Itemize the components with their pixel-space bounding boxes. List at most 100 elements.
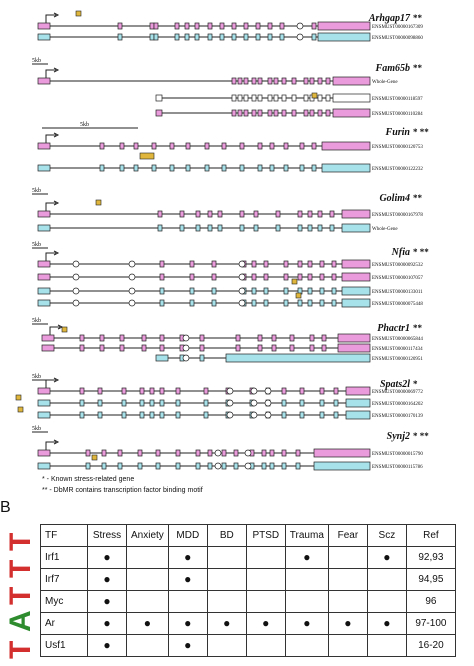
exon-block <box>153 22 159 30</box>
transcript-label: ENSMUST00000069772 <box>372 390 423 395</box>
association-cell: ● <box>284 612 329 635</box>
transcript-label: ENSMUST00000075448 <box>372 302 423 307</box>
association-cell: ● <box>87 546 127 569</box>
exon-block <box>119 142 125 150</box>
exon-block <box>157 210 163 218</box>
exon-block <box>261 449 267 457</box>
alternative-exon <box>296 33 304 41</box>
exon-block <box>319 299 325 307</box>
significance-stars: * <box>413 379 418 389</box>
terminal-exon <box>341 298 371 308</box>
tf-motif-box <box>15 394 22 401</box>
transcript-label: ENSMUST00000092532 <box>372 263 423 268</box>
exon-block <box>159 273 165 281</box>
exon-block <box>159 299 165 307</box>
exon-block <box>179 210 185 218</box>
gene-name: Furin <box>385 127 411 138</box>
exon-block <box>117 449 123 457</box>
exon-block <box>281 387 287 395</box>
exon-block <box>271 344 277 352</box>
exon-block <box>299 164 305 172</box>
exon-block <box>309 334 315 342</box>
exon-block <box>121 387 127 395</box>
exon-block <box>221 142 227 150</box>
exon-block <box>329 210 335 218</box>
association-cell: ● <box>167 568 208 591</box>
exon-block <box>217 210 223 218</box>
exon-block <box>121 399 127 407</box>
terminal-exon <box>321 141 371 151</box>
exon-block <box>204 142 210 150</box>
transcript-label: Whole-Gene <box>372 227 398 232</box>
terminal-exon <box>317 21 371 31</box>
alternative-exon <box>214 462 222 470</box>
exon-block <box>37 210 51 218</box>
exon-block <box>279 33 285 41</box>
alternative-exon <box>264 387 272 395</box>
tf-motif-box <box>75 10 82 17</box>
significance-stars: ** <box>413 63 423 73</box>
tf-name-cell: Myc <box>40 590 88 613</box>
exon-block <box>207 22 213 30</box>
exon-block <box>299 411 305 419</box>
association-cell <box>327 568 368 591</box>
exon-block <box>263 260 269 268</box>
tss-arrow-head <box>53 439 60 445</box>
exon-block <box>319 273 325 281</box>
exon-block <box>151 164 157 172</box>
exon-block <box>141 334 147 342</box>
association-dot: ● <box>103 638 111 652</box>
logo-letter: T <box>4 641 34 659</box>
gene-name: Nfia <box>391 247 410 258</box>
exon-block <box>267 77 273 85</box>
association-dot: ● <box>303 616 311 630</box>
column-header: PTSD <box>245 524 286 547</box>
terminal-exon <box>341 286 371 296</box>
tf-name-cell: Irf1 <box>40 546 88 569</box>
alternative-exon <box>72 273 80 281</box>
exon-block <box>319 260 325 268</box>
exon-block <box>119 344 125 352</box>
alternative-exon <box>226 399 234 407</box>
alternative-exon <box>72 287 80 295</box>
column-header: Scz <box>366 524 407 547</box>
exon-block <box>281 449 287 457</box>
transcript-label: ENSMUST00000122232 <box>372 167 423 172</box>
alternative-exon <box>226 411 234 419</box>
gene-name: Synj2 <box>387 431 410 442</box>
association-cell <box>284 634 329 657</box>
association-dot: ● <box>344 616 352 630</box>
reference-cell: 94,95 <box>405 568 456 591</box>
exon-block <box>319 287 325 295</box>
tf-motif-box <box>61 326 68 333</box>
significance-stars: ** <box>413 13 423 23</box>
exon-block <box>37 387 51 395</box>
exon-block <box>329 224 335 232</box>
exon-block <box>321 334 327 342</box>
association-dot: ● <box>184 638 192 652</box>
exon-block <box>149 22 155 30</box>
exon-block <box>255 33 261 41</box>
terminal-exon <box>341 223 371 233</box>
alternative-exon <box>72 260 80 268</box>
exon-block <box>263 299 269 307</box>
exon-block <box>289 334 295 342</box>
tss-arrow <box>45 134 56 143</box>
exon-block <box>85 449 91 457</box>
terminal-exon <box>225 353 371 363</box>
exon-block <box>119 334 125 342</box>
exon-block <box>199 334 205 342</box>
exon-block <box>239 164 245 172</box>
exon-block <box>231 77 237 85</box>
exon-block <box>117 22 123 30</box>
exon-block <box>273 109 279 117</box>
exon-block <box>159 344 165 352</box>
exon-block <box>251 260 257 268</box>
exon-block <box>231 109 237 117</box>
panel-label: B <box>0 499 11 516</box>
exon-block <box>281 94 287 102</box>
exon-block <box>269 142 275 150</box>
association-cell: ● <box>87 612 127 635</box>
association-cell <box>126 590 169 613</box>
exon-block <box>159 287 165 295</box>
